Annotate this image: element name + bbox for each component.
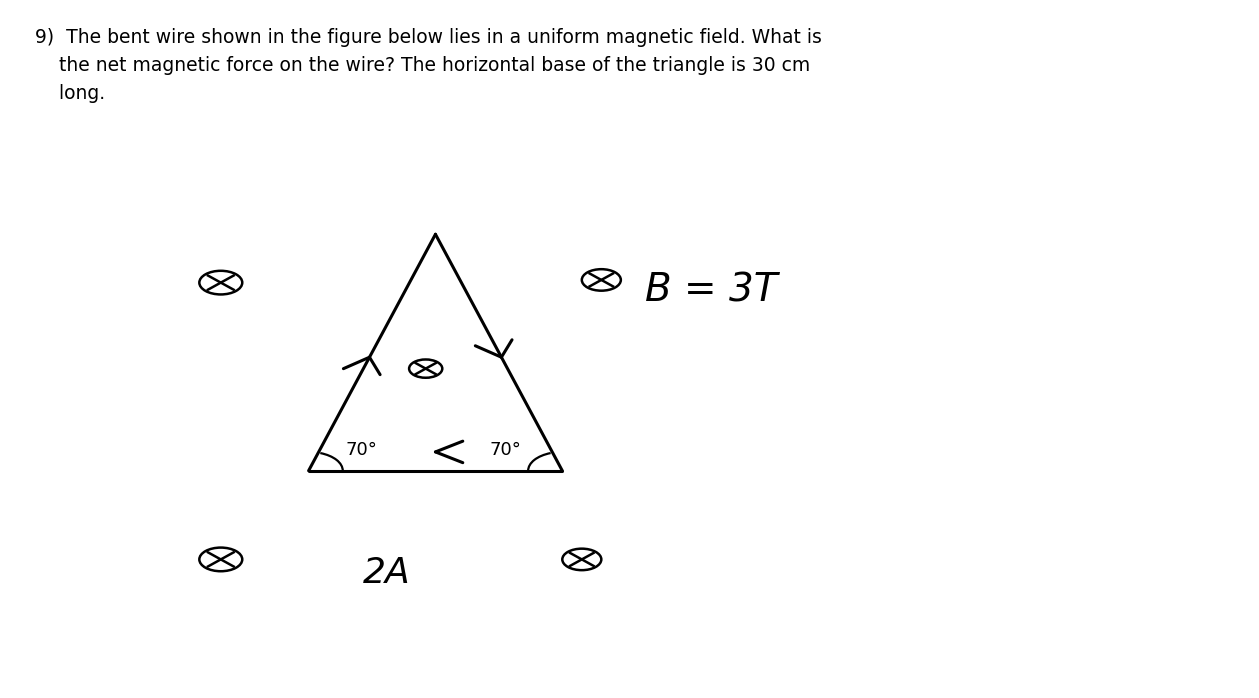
Text: 70°: 70°	[346, 441, 378, 459]
Text: 2A: 2A	[363, 556, 410, 590]
Text: 9)  The bent wire shown in the figure below lies in a uniform magnetic field. Wh: 9) The bent wire shown in the figure bel…	[35, 28, 822, 103]
Text: B = 3T: B = 3T	[646, 272, 778, 310]
Text: 70°: 70°	[488, 441, 521, 459]
